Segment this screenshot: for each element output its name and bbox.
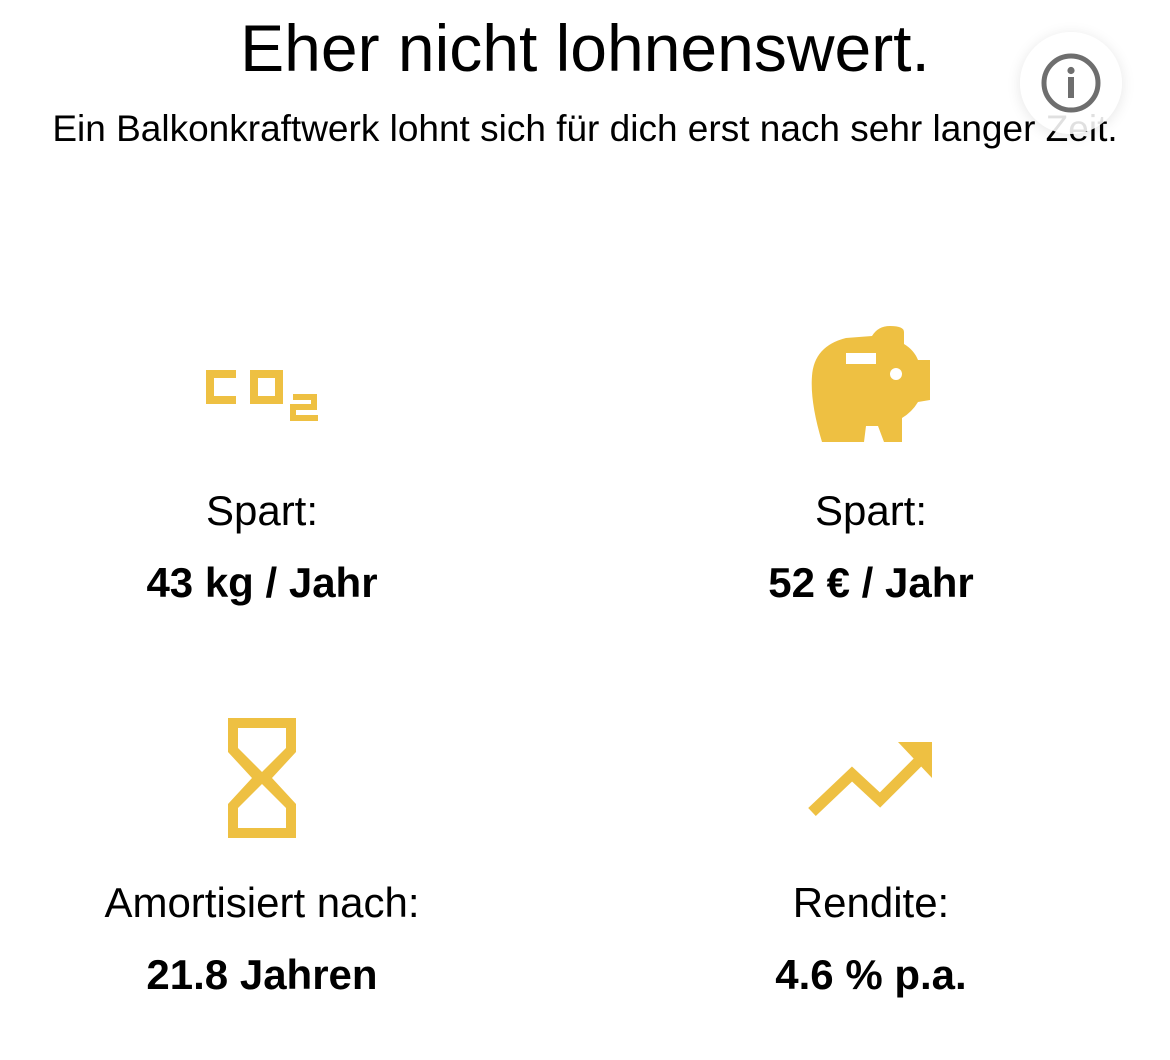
co2-savings-label: Spart:: [205, 487, 319, 534]
return-value: 4.6 % p.a.: [775, 951, 967, 998]
co2-savings-value: 43 kg / Jahr: [146, 559, 378, 606]
money-savings-label: Spart:: [814, 487, 928, 534]
return-label: Rendite:: [792, 879, 950, 926]
result-description: Ein Balkonkraftwerk lohnt sich für dich …: [52, 108, 1118, 149]
amortization-label: Amortisiert nach:: [104, 879, 420, 926]
piggy-bank-icon: [811, 326, 930, 442]
info-circle-icon: [1041, 53, 1101, 113]
money-savings-value: 52 € / Jahr: [768, 559, 974, 606]
info-button[interactable]: [1020, 32, 1122, 134]
co2-icon: [206, 370, 318, 421]
hourglass-icon: [228, 718, 296, 838]
trending-up-icon: [808, 742, 932, 816]
result-title: Eher nicht lohnenswert.: [240, 11, 930, 85]
amortization-value: 21.8 Jahren: [146, 951, 378, 998]
